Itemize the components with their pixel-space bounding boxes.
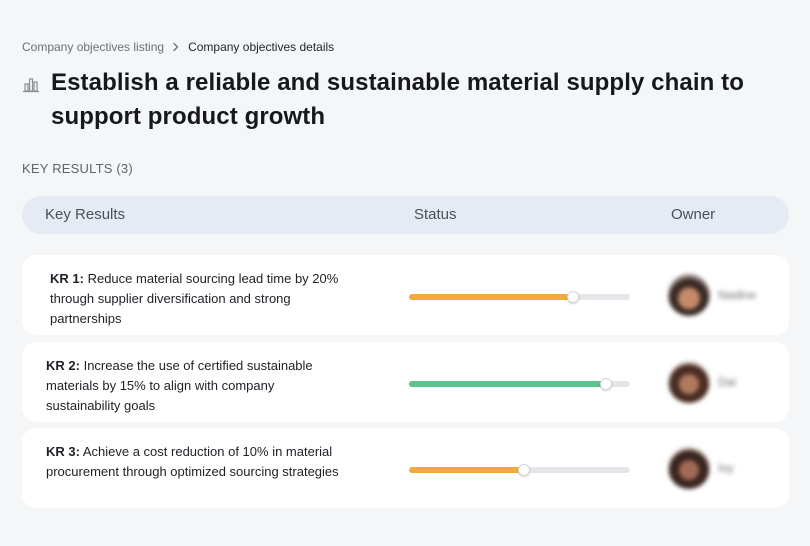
key-result-description: KR 3: Achieve a cost reduction of 10% in… <box>46 442 346 482</box>
key-result-code: KR 1: <box>50 271 84 286</box>
owner-name: Nadine <box>718 288 757 302</box>
key-result-description: KR 2: Increase the use of certified sust… <box>46 356 346 416</box>
progress-knob <box>599 378 612 390</box>
breadcrumb-parent-link[interactable]: Company objectives listing <box>22 40 165 54</box>
key-result-code: KR 3: <box>46 444 80 459</box>
progress-knob <box>566 291 579 303</box>
key-result-code: KR 2: <box>46 358 80 373</box>
key-result-text: Reduce material sourcing lead time by 20… <box>50 271 339 326</box>
owner-cell[interactable]: Ivy <box>668 447 733 489</box>
column-header-key-results: Key Results <box>45 206 126 223</box>
key-result-row[interactable]: KR 1: Reduce material sourcing lead time… <box>22 255 789 335</box>
progress-fill <box>409 294 573 300</box>
column-header-status: Status <box>414 206 457 223</box>
avatar <box>668 361 710 403</box>
progress-knob <box>517 464 530 476</box>
owner-name: Dai <box>718 375 737 389</box>
key-result-row[interactable]: KR 3: Achieve a cost reduction of 10% in… <box>22 428 789 508</box>
objective-header: Establish a reliable and sustainable mat… <box>22 66 771 134</box>
key-result-text: Increase the use of certified sustainabl… <box>46 358 313 413</box>
key-result-description: KR 1: Reduce material sourcing lead time… <box>50 269 350 329</box>
key-results-count-label: KEY RESULTS (3) <box>22 161 133 176</box>
progress-fill <box>409 467 524 473</box>
owner-cell[interactable]: Dai <box>668 361 736 403</box>
key-result-text: Achieve a cost reduction of 10% in mater… <box>46 444 339 479</box>
key-result-row[interactable]: KR 2: Increase the use of certified sust… <box>22 342 789 422</box>
progress-bar <box>409 464 630 476</box>
avatar <box>668 447 710 489</box>
owner-name: Ivy <box>718 461 734 475</box>
progress-bar <box>409 291 630 303</box>
page-title: Establish a reliable and sustainable mat… <box>51 69 744 130</box>
breadcrumb-current: Company objectives details <box>188 40 335 54</box>
breadcrumb: Company objectives listing Company objec… <box>22 39 334 55</box>
key-results-table-header: Key Results Status Owner <box>22 196 789 234</box>
building-chart-icon <box>23 78 39 93</box>
avatar <box>668 274 710 316</box>
column-header-owner: Owner <box>671 206 716 223</box>
progress-fill <box>409 381 606 387</box>
chevron-right-icon <box>172 42 180 52</box>
progress-bar <box>409 378 630 390</box>
owner-cell[interactable]: Nadine <box>668 274 756 316</box>
